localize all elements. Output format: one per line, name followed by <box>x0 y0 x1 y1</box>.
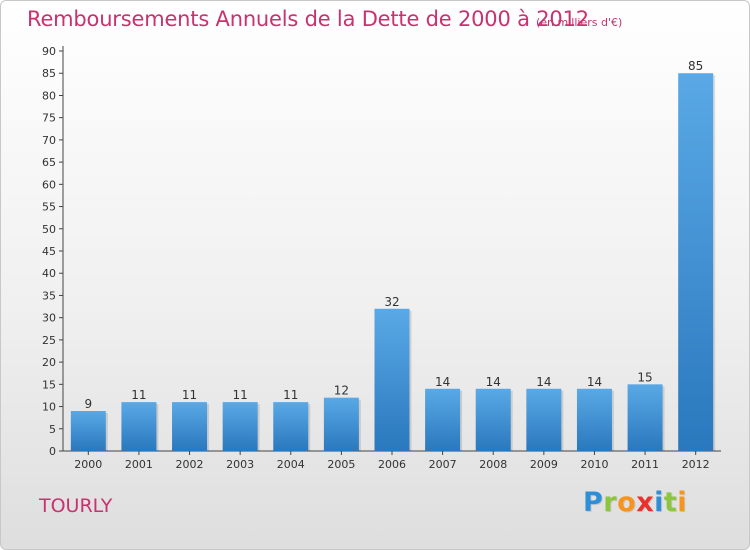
bar <box>121 402 157 451</box>
bar <box>576 388 612 451</box>
bar-value-label: 14 <box>486 375 501 389</box>
bar-value-label: 14 <box>587 375 602 389</box>
logo-letter: r <box>603 487 618 518</box>
logo-letter: i <box>677 487 688 518</box>
y-tick-label: 80 <box>42 89 56 102</box>
y-tick-label: 25 <box>42 334 56 347</box>
bar-value-label: 85 <box>688 59 703 73</box>
logo-letter: i <box>654 487 664 518</box>
logo-letter: P <box>583 487 604 518</box>
unit-note: (en milliers d'€) <box>536 16 623 29</box>
x-tick-label: 2008 <box>479 458 507 471</box>
y-tick-label: 55 <box>42 201 56 214</box>
bar-value-label: 11 <box>182 388 197 402</box>
y-tick-label: 60 <box>42 178 56 191</box>
y-tick-label: 65 <box>42 156 56 169</box>
bar <box>222 402 258 451</box>
y-tick-label: 50 <box>42 223 56 236</box>
x-tick-label: 2006 <box>378 458 406 471</box>
y-tick-label: 0 <box>49 445 56 458</box>
y-tick-label: 85 <box>42 67 56 80</box>
bar <box>475 388 511 451</box>
logo-letter: x <box>636 487 655 518</box>
bar <box>374 308 410 451</box>
bar-value-label: 11 <box>131 388 146 402</box>
commune-name: TOURLY <box>39 495 113 517</box>
proxiti-logo: Proxiti <box>583 487 687 518</box>
y-tick-label: 90 <box>42 45 56 58</box>
bar-value-label: 15 <box>637 370 652 384</box>
bar-value-label: 32 <box>384 295 399 309</box>
chart-title: Remboursements Annuels de la Dette de 20… <box>27 7 589 31</box>
y-tick-label: 20 <box>42 356 56 369</box>
bar-value-label: 9 <box>84 397 92 411</box>
x-tick-label: 2012 <box>682 458 710 471</box>
bar-value-label: 14 <box>435 375 450 389</box>
y-tick-label: 35 <box>42 289 56 302</box>
y-tick-label: 75 <box>42 112 56 125</box>
y-tick-label: 5 <box>49 423 56 436</box>
bar <box>627 384 663 451</box>
y-tick-label: 40 <box>42 267 56 280</box>
bar <box>425 388 461 451</box>
y-tick-label: 15 <box>42 378 56 391</box>
bar <box>323 397 359 451</box>
x-tick-label: 2011 <box>631 458 659 471</box>
x-tick-label: 2010 <box>580 458 608 471</box>
bar-value-label: 12 <box>334 384 349 398</box>
y-tick-label: 70 <box>42 134 56 147</box>
logo-letter: t <box>663 487 678 518</box>
x-tick-label: 2002 <box>176 458 204 471</box>
x-tick-label: 2007 <box>429 458 457 471</box>
bar <box>172 402 208 451</box>
y-tick-label: 45 <box>42 245 56 258</box>
bar-value-label: 11 <box>233 388 248 402</box>
bar <box>678 73 714 451</box>
x-tick-label: 2009 <box>530 458 558 471</box>
y-tick-label: 10 <box>42 401 56 414</box>
bar <box>70 411 106 451</box>
bar <box>526 388 562 451</box>
y-tick-label: 30 <box>42 312 56 325</box>
logo-letter: o <box>617 487 637 518</box>
x-tick-label: 2004 <box>277 458 305 471</box>
x-tick-label: 2001 <box>125 458 153 471</box>
x-tick-label: 2000 <box>74 458 102 471</box>
bar-value-label: 14 <box>536 375 551 389</box>
x-tick-label: 2005 <box>327 458 355 471</box>
bar <box>273 402 309 451</box>
bar-value-label: 11 <box>283 388 298 402</box>
x-tick-label: 2003 <box>226 458 254 471</box>
